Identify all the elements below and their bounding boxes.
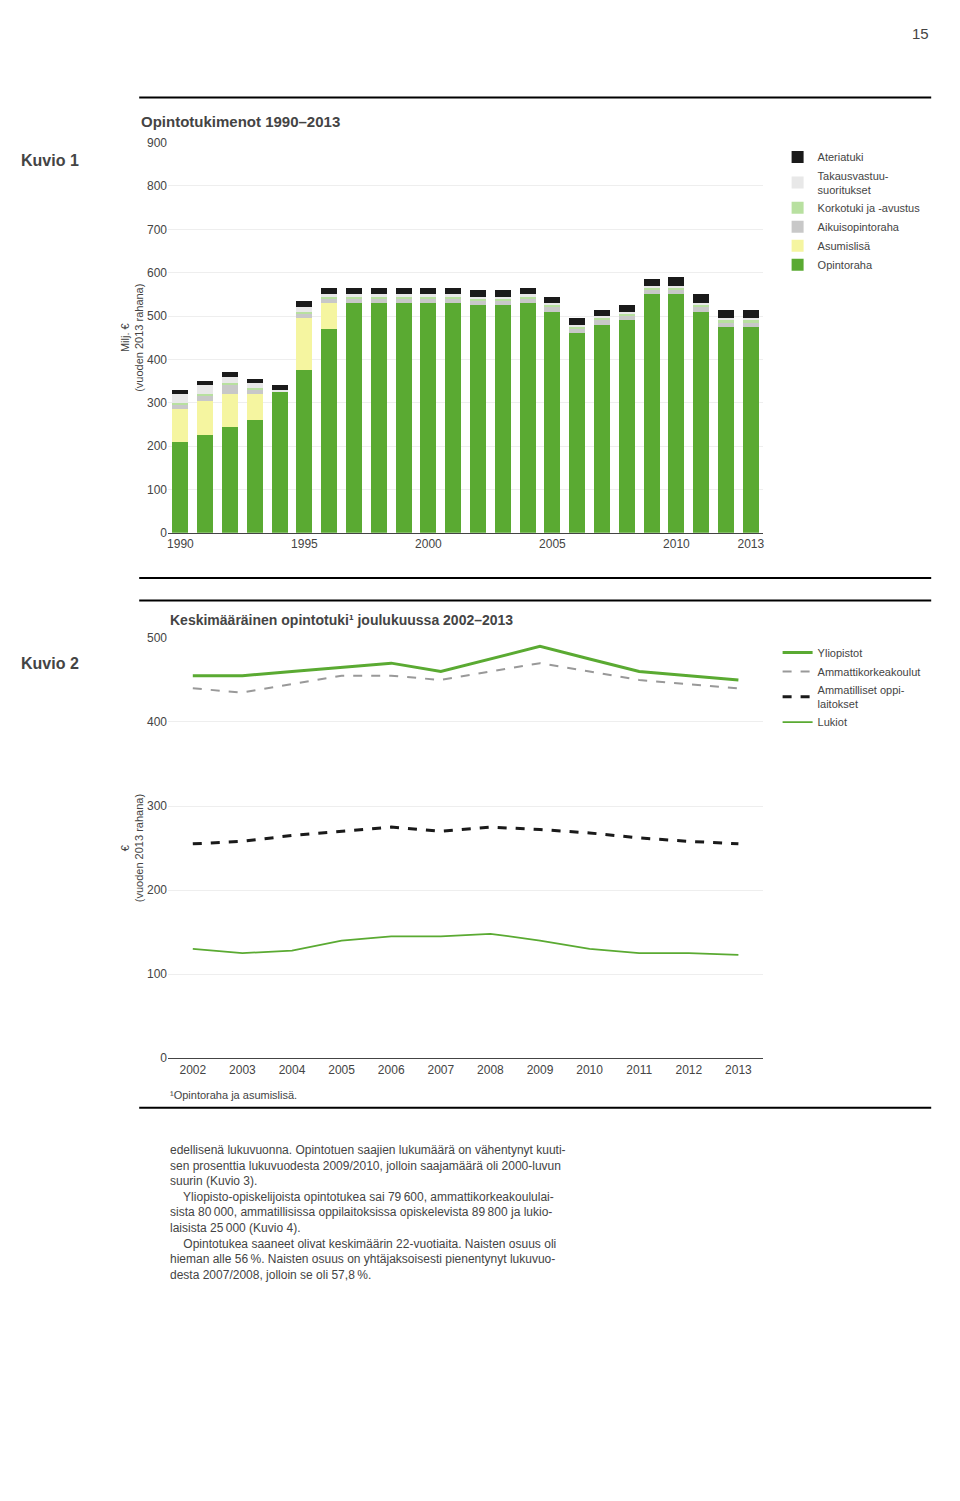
svg-text:2009: 2009 (527, 1063, 554, 1077)
svg-text:2013: 2013 (737, 537, 764, 551)
svg-text:¹Opintoraha ja asumislisä.: ¹Opintoraha ja asumislisä. (170, 1089, 297, 1101)
svg-text:800: 800 (147, 179, 167, 193)
svg-text:2010: 2010 (576, 1063, 603, 1077)
svg-text:Opintoraha: Opintoraha (818, 259, 873, 271)
svg-text:400: 400 (147, 715, 167, 729)
svg-text:2010: 2010 (663, 537, 690, 551)
svg-text:€(vuoden 2013 rahana): €(vuoden 2013 rahana) (119, 794, 145, 902)
svg-text:300: 300 (147, 396, 167, 410)
svg-text:Asumislisä: Asumislisä (818, 240, 871, 252)
svg-text:Keskimääräinen opintotuki¹ jou: Keskimääräinen opintotuki¹ joulukuussa 2… (170, 612, 513, 628)
svg-text:200: 200 (147, 439, 167, 453)
svg-text:100: 100 (147, 483, 167, 497)
svg-text:Kuvio 1: Kuvio 1 (21, 152, 79, 169)
svg-text:Takausvastuu-suoritukset: Takausvastuu-suoritukset (818, 170, 889, 196)
svg-text:200: 200 (147, 883, 167, 897)
svg-text:2006: 2006 (378, 1063, 405, 1077)
svg-text:2003: 2003 (229, 1063, 256, 1077)
svg-text:Yliopistot: Yliopistot (818, 647, 863, 659)
svg-text:2008: 2008 (477, 1063, 504, 1077)
svg-text:2007: 2007 (427, 1063, 454, 1077)
svg-text:Lukiot: Lukiot (818, 716, 847, 728)
svg-text:Opintotukimenot 1990–2013: Opintotukimenot 1990–2013 (141, 113, 340, 130)
svg-text:0: 0 (160, 1051, 167, 1065)
svg-text:1995: 1995 (291, 537, 318, 551)
svg-text:1990: 1990 (167, 537, 194, 551)
svg-text:Kuvio 2: Kuvio 2 (21, 655, 79, 672)
svg-text:2013: 2013 (725, 1063, 752, 1077)
svg-text:2004: 2004 (279, 1063, 306, 1077)
svg-text:Milj. €(vuoden 2013 rahana): Milj. €(vuoden 2013 rahana) (119, 284, 145, 392)
svg-text:2005: 2005 (328, 1063, 355, 1077)
svg-text:Ammattikorkeakoulut: Ammattikorkeakoulut (818, 666, 921, 678)
svg-text:Ammatilliset oppi-laitokset: Ammatilliset oppi-laitokset (818, 684, 905, 710)
svg-text:900: 900 (147, 136, 167, 150)
svg-text:600: 600 (147, 266, 167, 280)
svg-text:0: 0 (160, 526, 167, 540)
svg-text:15: 15 (912, 25, 929, 42)
svg-text:2011: 2011 (626, 1063, 652, 1077)
svg-text:edellisenä lukuvuonna. Opintot: edellisenä lukuvuonna. Opintotuen saajie… (170, 1143, 566, 1282)
svg-text:700: 700 (147, 223, 167, 237)
svg-text:100: 100 (147, 967, 167, 981)
svg-text:2002: 2002 (179, 1063, 206, 1077)
svg-text:Aikuisopintoraha: Aikuisopintoraha (818, 221, 900, 233)
svg-text:2005: 2005 (539, 537, 566, 551)
svg-text:300: 300 (147, 799, 167, 813)
svg-text:500: 500 (147, 631, 167, 645)
svg-text:Ateriatuki: Ateriatuki (818, 151, 864, 163)
svg-text:2012: 2012 (675, 1063, 702, 1077)
svg-text:400: 400 (147, 353, 167, 367)
svg-text:Korkotuki ja -avustus: Korkotuki ja -avustus (818, 202, 921, 214)
svg-text:500: 500 (147, 309, 167, 323)
svg-text:2000: 2000 (415, 537, 442, 551)
